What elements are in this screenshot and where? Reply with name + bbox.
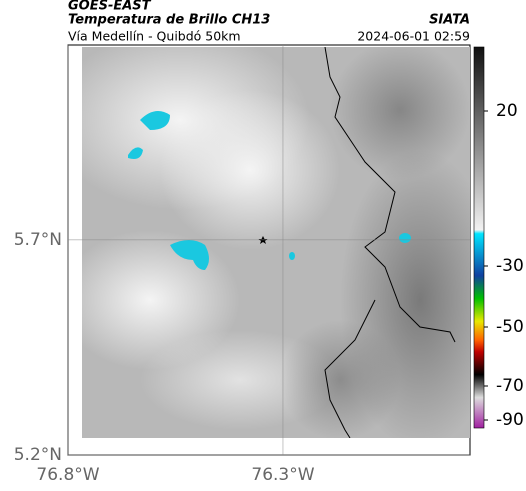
subtitle: Temperatura de Brillo CH13 <box>68 13 270 28</box>
axes: 76.8°W 76.3°W 5.7°N 5.2°N 20 -30 -50 -70 -90 <box>14 45 524 485</box>
source: SIATA <box>429 13 470 28</box>
colorbar-tick-label: -90 <box>496 410 524 430</box>
region: Vía Medellín - Quibdó 50km <box>68 29 241 44</box>
y-tick-label: 5.2°N <box>14 445 62 465</box>
colorbar-tick-label: -30 <box>496 256 524 276</box>
x-tick-label: 76.8°W <box>36 465 99 485</box>
x-tick-label: 76.3°W <box>251 465 314 485</box>
colorbar-tick-label: 20 <box>496 101 518 121</box>
colorbar-tick-label: -70 <box>496 376 524 396</box>
datetime: 2024-06-01 02:59 <box>357 29 470 44</box>
satellite-image <box>82 47 470 438</box>
colorbar-tick-label: -50 <box>496 317 524 337</box>
y-tick-label: 5.7°N <box>14 230 62 250</box>
colorbar <box>473 46 485 429</box>
title: GOES-EAST <box>68 0 152 14</box>
